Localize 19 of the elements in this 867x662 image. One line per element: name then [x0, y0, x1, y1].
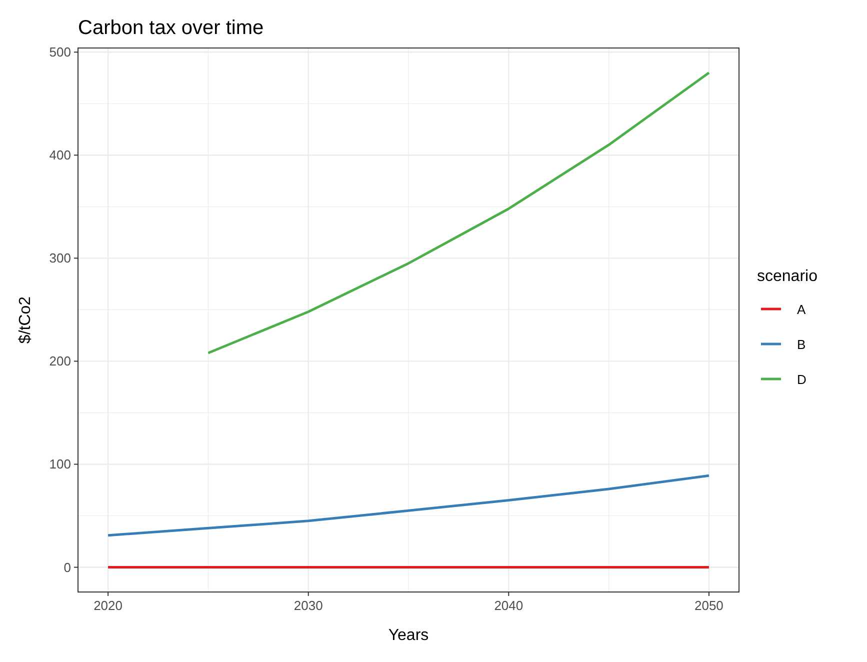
x-axis-title: Years: [388, 627, 429, 644]
line-series: [206, 71, 710, 354]
x-tick-label: 2020: [94, 598, 123, 613]
y-tick-label: 300: [49, 250, 71, 266]
y-tick-label: 500: [49, 44, 71, 60]
legend-label: A: [797, 302, 806, 317]
x-tick-label: 2050: [694, 598, 724, 613]
y-tick-label: 0: [64, 560, 71, 575]
x-tick-label: 2030: [294, 598, 323, 613]
y-axis-title: $/tCo2: [17, 296, 34, 344]
legend-title: scenario: [757, 268, 818, 285]
y-tick-label: 400: [49, 148, 71, 163]
y-tick-label: 200: [49, 354, 71, 369]
line-series: [106, 474, 710, 537]
x-tick-label: 2040: [494, 598, 524, 613]
chart-title: Carbon tax over time: [78, 17, 264, 39]
legend-label: D: [797, 372, 806, 387]
y-tick-label: 100: [49, 456, 71, 472]
legend-label: B: [797, 337, 806, 352]
